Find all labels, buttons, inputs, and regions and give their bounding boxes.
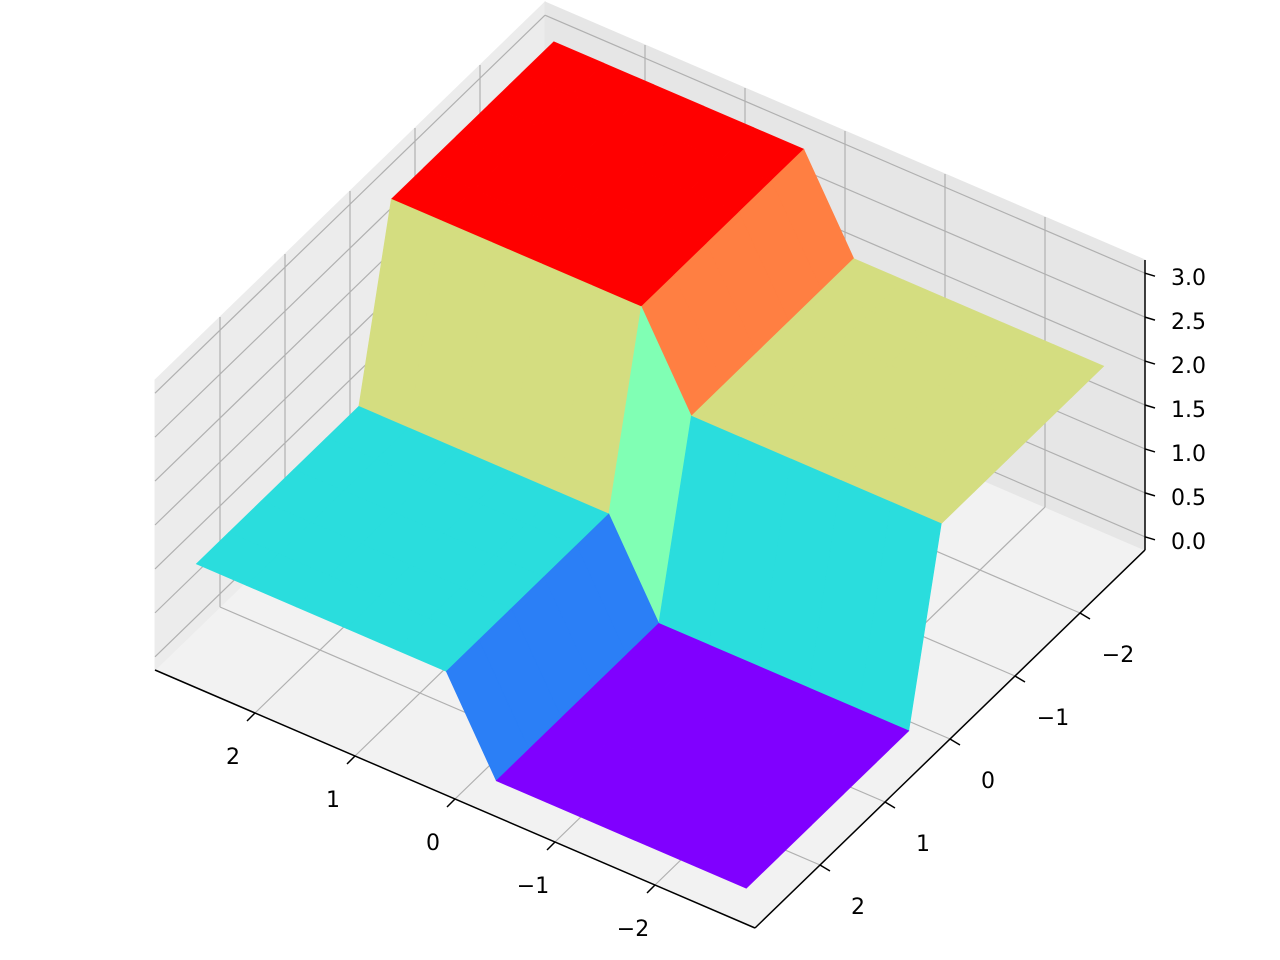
z-tick-label: 3.0 xyxy=(1171,266,1206,291)
z-tick-label: 1.5 xyxy=(1171,398,1206,423)
tick-mark xyxy=(1144,492,1156,497)
z-tick-label: 2.0 xyxy=(1171,354,1206,379)
z-tick-label: 2.5 xyxy=(1171,310,1206,335)
tick-mark xyxy=(949,738,961,746)
y-tick-label: 0 xyxy=(981,769,995,794)
x-tick-label: −2 xyxy=(617,917,649,942)
tick-mark xyxy=(246,712,256,722)
tick-mark xyxy=(1014,675,1026,683)
tick-mark xyxy=(1144,272,1156,277)
tick-mark xyxy=(346,755,356,765)
tick-mark xyxy=(819,864,831,872)
x-tick-label: 2 xyxy=(226,745,240,770)
y-tick-label: −1 xyxy=(1037,706,1069,731)
tick-mark xyxy=(1144,404,1156,409)
tick-mark xyxy=(1144,360,1156,365)
x-tick-label: −1 xyxy=(517,874,549,899)
z-tick-label: 0.5 xyxy=(1171,486,1206,511)
z-tick-label: 1.0 xyxy=(1171,442,1206,467)
x-tick-label: 0 xyxy=(426,831,440,856)
tick-mark xyxy=(446,798,456,808)
grid-line xyxy=(544,14,1146,274)
tick-mark xyxy=(1079,612,1091,620)
surface-cell xyxy=(695,834,780,889)
axis-line xyxy=(154,669,756,929)
tick-mark xyxy=(546,841,556,851)
tick-mark xyxy=(646,884,656,894)
tick-mark xyxy=(1144,316,1156,321)
axis-line xyxy=(754,549,1146,929)
y-tick-label: 2 xyxy=(851,895,865,920)
z-tick-label: 0.0 xyxy=(1171,530,1206,555)
tick-mark xyxy=(1144,448,1156,453)
y-tick-label: −2 xyxy=(1102,643,1134,668)
y-tick-label: 1 xyxy=(916,832,930,857)
tick-mark xyxy=(1144,536,1156,541)
x-tick-label: 1 xyxy=(326,788,340,813)
grid-line xyxy=(154,14,546,394)
tick-mark xyxy=(884,801,896,809)
